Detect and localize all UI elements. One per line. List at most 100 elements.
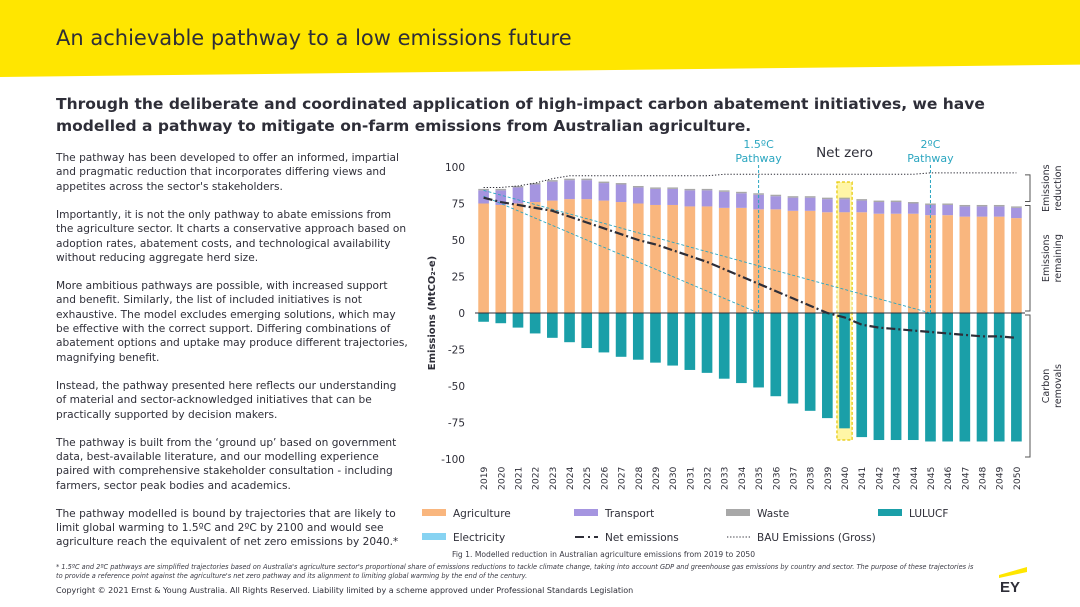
bar-lulucf [822,313,833,419]
bar-waste [667,187,678,189]
bar-agriculture [890,213,902,313]
bar-agriculture [547,200,558,313]
body-paragraph: The pathway is built from the ‘ground up… [56,436,397,492]
line-net-emissions [483,196,1017,339]
bar-agriculture [512,203,524,313]
bar-transport [993,206,1005,217]
x-tick-label: 2043 [892,466,903,490]
bar-agriculture [495,204,507,313]
bar-lulucf [856,313,868,438]
y-tick-label: 50 [452,235,465,247]
bar-transport [787,197,799,211]
bar-waste [512,185,524,188]
bar-lulucf [1011,313,1022,442]
bar-waste [684,188,696,191]
bar-transport [736,193,747,208]
x-tick-label: 2047 [960,466,971,490]
legend-electricity-swatch [422,533,446,540]
net-zero-label: Net zero [816,145,873,161]
x-tick-label: 2026 [599,466,610,490]
bar-lulucf [478,313,489,322]
side-label-carbon-removals: Carbon [1041,369,1052,404]
pathway-label: Pathway [907,152,954,165]
bar-transport [478,190,489,204]
bar-agriculture [959,216,971,313]
bar-agriculture [684,206,696,313]
pathway-label: Pathway [735,152,782,165]
bar-agriculture [598,200,610,313]
bar-waste [959,204,971,207]
bar-lulucf [615,313,627,357]
header-band [0,0,1080,77]
side-label-emissions-remaining: remaining [1053,234,1064,282]
bar-waste [547,180,558,182]
bar-transport [804,197,816,211]
body-paragraph: Importantly, it is not the only pathway … [56,208,407,264]
side-bracket [1025,174,1031,202]
y-tick-label: -25 [448,345,465,357]
x-tick-label: 2037 [788,466,799,490]
x-tick-label: 2029 [651,466,662,490]
legend-agriculture-label: Agriculture [453,508,511,520]
bar-waste [615,183,627,185]
y-axis-label: Emissions (MtCO₂-e) [427,256,438,370]
bar-waste [839,197,850,200]
x-tick-label: 2031 [685,467,696,490]
bar-transport [684,190,696,207]
bar-waste [890,200,902,203]
x-tick-label: 2045 [926,466,937,490]
bar-lulucf [598,313,610,353]
bar-transport [890,202,902,214]
bar-agriculture [925,215,936,313]
bar-transport [976,206,988,217]
bar-agriculture [976,216,988,313]
legend-agriculture-swatch [422,509,446,516]
pathway-label: 1.5ºC [743,138,774,151]
bar-lulucf [890,313,902,441]
side-label-emissions-remaining: Emissions [1041,234,1052,282]
bar-waste [804,196,816,198]
figure-caption: Fig 1. Modelled reduction in Australian … [452,550,756,559]
bar-agriculture [581,199,593,313]
x-tick-label: 2039 [823,466,834,490]
bar-transport [1011,207,1022,219]
bar-transport [529,184,541,203]
bar-agriculture [873,213,885,313]
bar-waste [581,178,593,181]
x-tick-label: 2019 [479,466,490,490]
bar-agriculture [839,212,850,313]
bar-waste [736,191,747,194]
bar-waste [564,178,575,181]
bar-lulucf [993,313,1005,442]
bar-agriculture [736,207,747,313]
bar-agriculture [770,209,782,313]
bar-lulucf [976,313,988,442]
bar-waste [993,204,1005,207]
bar-lulucf [942,313,953,442]
bar-lulucf [736,313,747,384]
bar-lulucf [547,313,558,338]
legend-net-emissions-label: Net emissions [605,532,679,544]
bar-lulucf [718,313,730,379]
bar-waste [942,203,953,205]
bar-agriculture [1011,218,1022,313]
x-tick-label: 2032 [703,467,714,490]
x-tick-label: 2044 [909,466,920,490]
bar-lulucf [650,313,661,363]
bar-lulucf [529,313,541,334]
bar-transport [667,188,678,205]
x-tick-label: 2033 [720,466,731,490]
legend-transport-label: Transport [604,508,654,520]
x-tick-label: 2038 [806,466,817,490]
y-tick-label: 100 [445,162,465,174]
bar-agriculture [993,216,1005,313]
bar-waste [976,204,988,207]
bar-transport [907,203,919,214]
bar-agriculture [804,210,816,313]
x-tick-label: 2020 [496,466,507,490]
pathway-label: 2ºC [921,138,941,151]
bar-agriculture [822,212,833,313]
body-paragraph: Instead, the pathway presented here refl… [56,379,397,421]
x-tick-label: 2050 [1012,466,1023,490]
bar-agriculture [615,202,627,313]
